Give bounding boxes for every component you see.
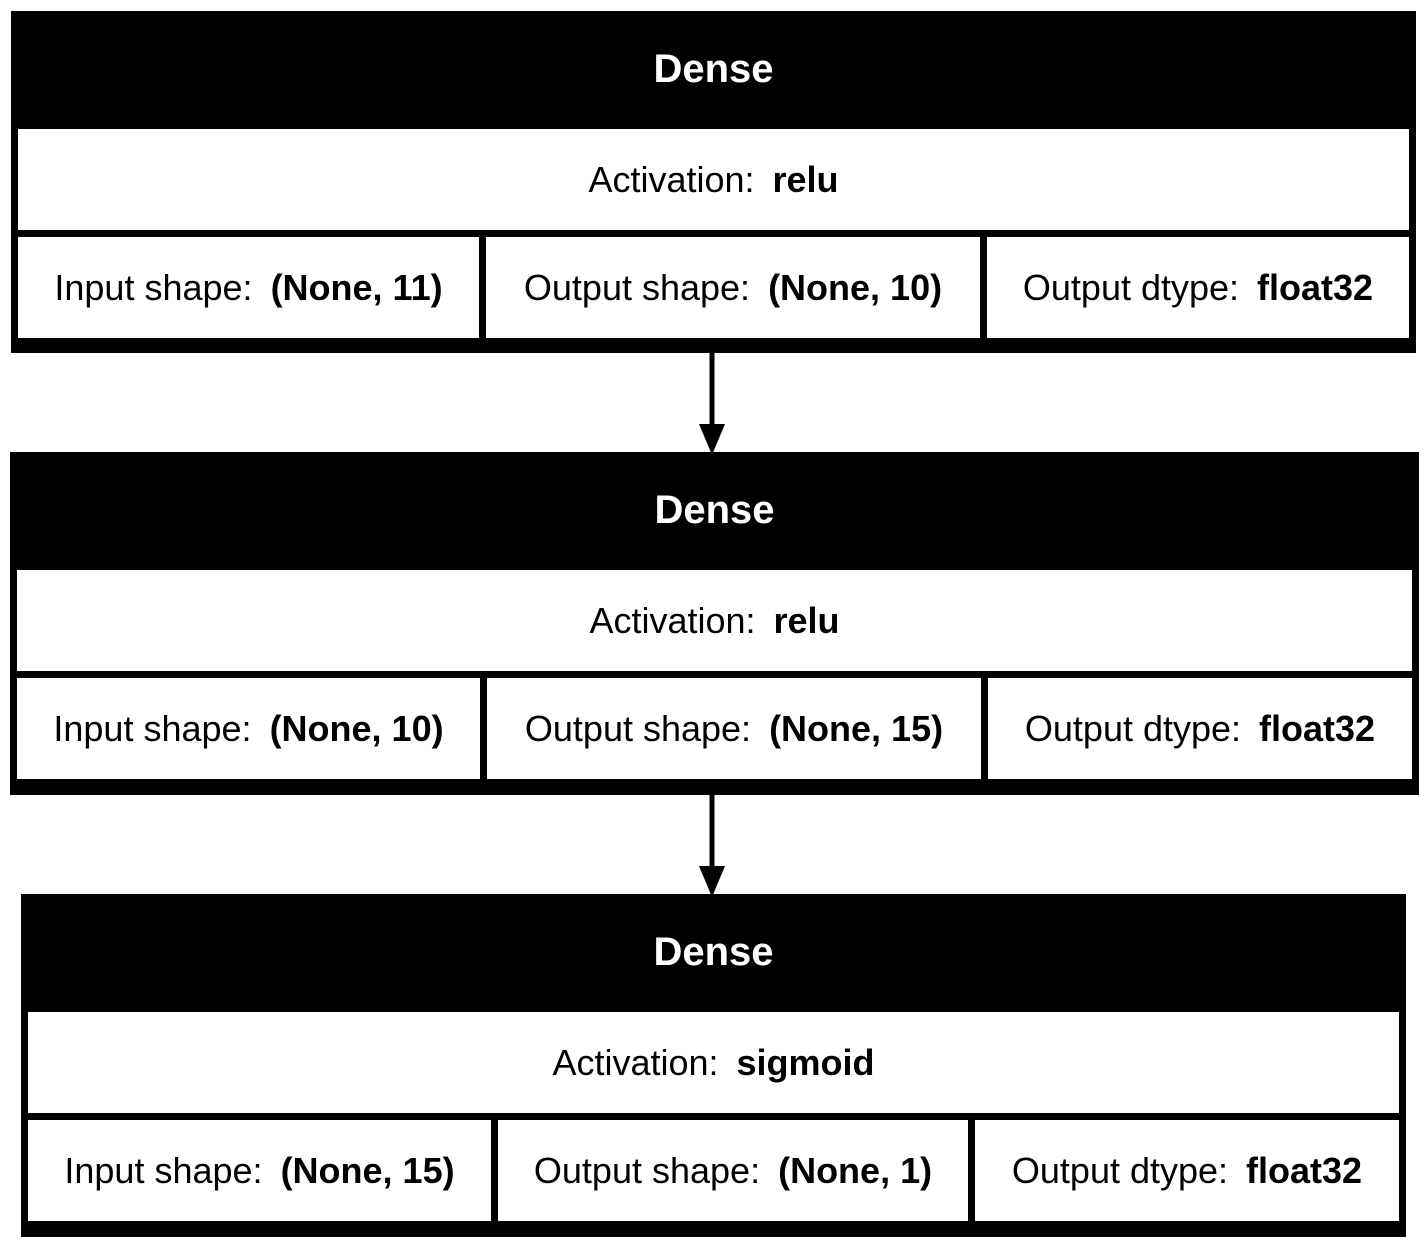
output-shape-cell: Output shape: (None, 1) bbox=[498, 1120, 968, 1221]
input-shape-label: Input shape: bbox=[54, 266, 253, 308]
arrow-layer1-to-layer2 bbox=[699, 353, 725, 455]
arrow-layer2-to-layer3 bbox=[699, 795, 725, 897]
input-shape-cell: Input shape: (None, 11) bbox=[18, 237, 479, 338]
input-shape-value: (None, 10) bbox=[269, 707, 444, 749]
output-shape-cell: Output shape: (None, 10) bbox=[486, 237, 980, 338]
output-dtype-label: Output dtype: bbox=[1011, 1149, 1229, 1191]
activation-row: Activation: relu bbox=[18, 129, 1409, 230]
shape-row: Input shape: (None, 11) Output shape: (N… bbox=[18, 237, 1409, 338]
output-shape-value: (None, 1) bbox=[778, 1149, 933, 1191]
output-shape-label: Output shape: bbox=[533, 1149, 761, 1191]
output-shape-label: Output shape: bbox=[524, 707, 752, 749]
output-shape-cell: Output shape: (None, 15) bbox=[487, 678, 981, 779]
output-dtype-cell: Output dtype: float32 bbox=[975, 1120, 1399, 1221]
input-shape-value: (None, 15) bbox=[280, 1149, 455, 1191]
activation-value: relu bbox=[773, 599, 840, 641]
output-dtype-value: float32 bbox=[1257, 266, 1374, 308]
activation-label: Activation: bbox=[589, 599, 756, 641]
output-dtype-value: float32 bbox=[1246, 1149, 1363, 1191]
activation-label: Activation: bbox=[552, 1041, 719, 1083]
output-dtype-label: Output dtype: bbox=[1022, 266, 1240, 308]
layer-node-2: Dense Activation: relu Input shape: (Non… bbox=[10, 452, 1419, 795]
layer-node-1: Dense Activation: relu Input shape: (Non… bbox=[11, 11, 1416, 353]
shape-row: Input shape: (None, 10) Output shape: (N… bbox=[17, 678, 1412, 779]
activation-value: relu bbox=[772, 158, 839, 200]
shape-row: Input shape: (None, 15) Output shape: (N… bbox=[28, 1120, 1399, 1221]
output-shape-value: (None, 15) bbox=[769, 707, 944, 749]
activation-value: sigmoid bbox=[736, 1041, 875, 1083]
activation-row: Activation: sigmoid bbox=[28, 1012, 1399, 1113]
layer-type-title: Dense bbox=[653, 47, 774, 91]
layer-node-3: Dense Activation: sigmoid Input shape: (… bbox=[21, 894, 1406, 1237]
activation-label: Activation: bbox=[588, 158, 755, 200]
activation-row: Activation: relu bbox=[17, 570, 1412, 671]
input-shape-label: Input shape: bbox=[53, 707, 252, 749]
input-shape-cell: Input shape: (None, 10) bbox=[17, 678, 480, 779]
layer-type-title: Dense bbox=[654, 488, 775, 532]
output-dtype-label: Output dtype: bbox=[1024, 707, 1242, 749]
output-dtype-value: float32 bbox=[1259, 707, 1376, 749]
layer-type-title: Dense bbox=[653, 930, 774, 974]
output-shape-label: Output shape: bbox=[523, 266, 751, 308]
output-dtype-cell: Output dtype: float32 bbox=[987, 237, 1409, 338]
output-shape-value: (None, 10) bbox=[768, 266, 943, 308]
output-dtype-cell: Output dtype: float32 bbox=[988, 678, 1412, 779]
input-shape-value: (None, 11) bbox=[270, 266, 443, 308]
input-shape-cell: Input shape: (None, 15) bbox=[28, 1120, 491, 1221]
input-shape-label: Input shape: bbox=[64, 1149, 263, 1191]
